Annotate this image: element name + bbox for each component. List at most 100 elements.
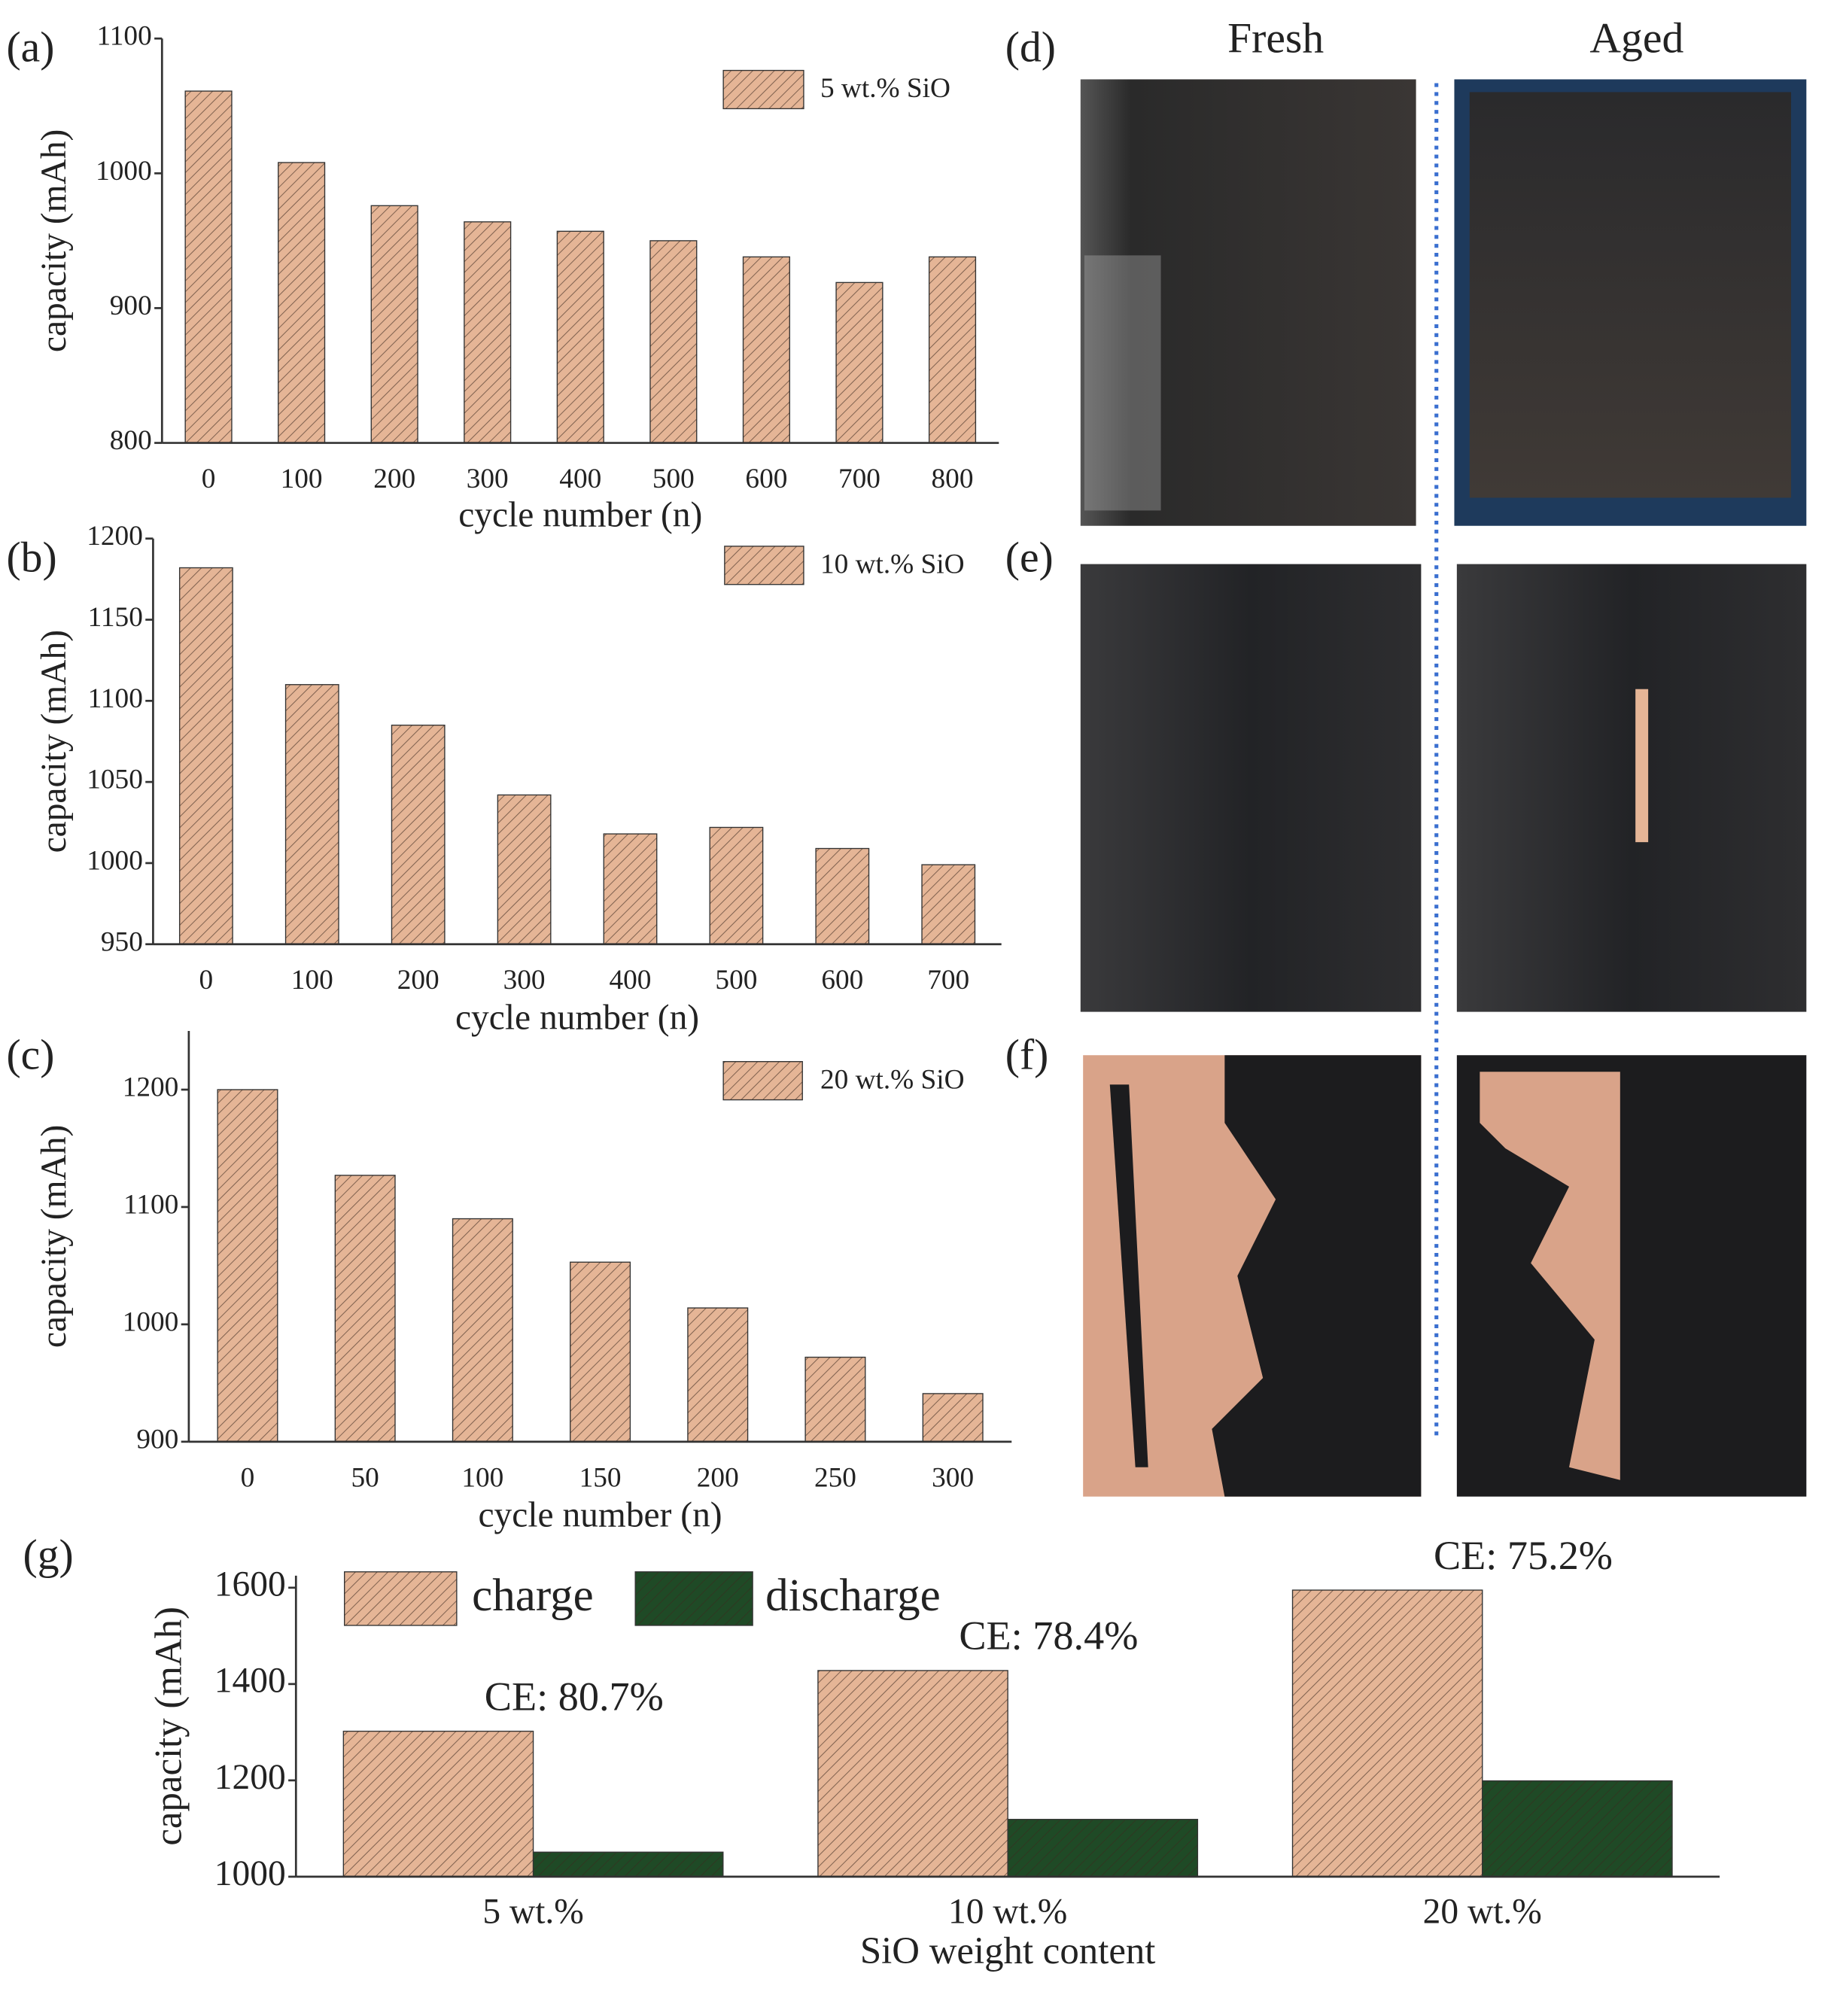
x-tick-label: 800: [932, 464, 974, 494]
x-tick-label: 100: [461, 1462, 503, 1493]
bar: [217, 1089, 278, 1443]
x-tick-label: 0: [202, 464, 216, 494]
y-axis-title: capacity (mAh): [148, 1607, 190, 1846]
annotation: CE: 78.4%: [959, 1613, 1138, 1659]
x-tick-label: 0: [199, 965, 214, 996]
x-tick-label: 600: [821, 965, 863, 996]
x-axis-title: SiO weight content: [860, 1929, 1156, 1972]
x-tick-label: 500: [652, 464, 695, 494]
y-axis-title: capacity (mAh): [35, 129, 74, 352]
column-title: Aged: [1589, 14, 1683, 62]
x-tick-label: 500: [715, 965, 757, 996]
legend-swatch: [722, 69, 804, 110]
bar: [556, 230, 604, 444]
x-axis-title: cycle number (n): [455, 998, 699, 1037]
bar: [815, 847, 870, 945]
y-tick-label: 1200: [87, 521, 143, 552]
panel-label: (f): [1005, 1032, 1049, 1079]
photo-e-fresh: [1080, 564, 1422, 1012]
y-tick-label: 900: [136, 1424, 178, 1455]
annotation: CE: 75.2%: [1434, 1533, 1613, 1578]
x-tick-label: 100: [291, 965, 333, 996]
y-tick-label: 800: [110, 425, 152, 456]
y-tick-label: 1000: [214, 1854, 286, 1893]
panel-label: (a): [6, 23, 54, 71]
x-tick-label: 700: [927, 965, 969, 996]
column-title: Fresh: [1227, 14, 1324, 62]
legend-swatch: [724, 546, 804, 585]
bar: [928, 256, 977, 444]
x-tick-label: 200: [697, 1462, 739, 1493]
y-tick-label: 1200: [123, 1072, 179, 1103]
photo-detail: [1635, 689, 1649, 843]
photo-detail: [1480, 1072, 1620, 1480]
bar: [742, 256, 790, 444]
y-tick-label: 1400: [214, 1662, 286, 1701]
photo-detail: [1469, 92, 1791, 498]
x-tick-label: 400: [610, 965, 652, 996]
panel-label: (b): [6, 534, 56, 581]
bar: [649, 240, 698, 444]
panel-label: (d): [1005, 23, 1056, 71]
bar: [835, 281, 884, 444]
bar: [464, 221, 512, 444]
x-tick-label: 100: [281, 464, 323, 494]
x-tick-label: 200: [397, 965, 439, 996]
x-tick-label: 300: [932, 1462, 974, 1493]
x-tick-label: 400: [559, 464, 601, 494]
annotation: CE: 80.7%: [485, 1674, 664, 1719]
bar: [334, 1175, 396, 1443]
photo-detail: [1084, 255, 1161, 511]
y-axis-title: capacity (mAh): [35, 1125, 74, 1348]
photo-d-fresh: [1080, 79, 1416, 526]
bar: [278, 162, 326, 444]
legend-label: 10 wt.% SiO: [820, 549, 965, 580]
bar: [370, 205, 418, 444]
y-tick-label: 950: [101, 926, 143, 957]
bar: [391, 724, 446, 945]
bar: [532, 1851, 724, 1878]
x-tick-label: 250: [814, 1462, 856, 1493]
legend-swatch: [722, 1061, 803, 1101]
legend-label: 20 wt.% SiO: [820, 1064, 965, 1095]
x-axis-title: cycle number (n): [479, 1495, 722, 1534]
x-axis-title: cycle number (n): [458, 495, 702, 534]
bar: [452, 1218, 513, 1443]
x-tick-label: 0: [241, 1462, 255, 1493]
legend-swatch: [634, 1571, 753, 1626]
x-tick-label: 150: [579, 1462, 622, 1493]
y-tick-label: 1050: [87, 765, 143, 795]
y-tick-label: 1150: [88, 602, 143, 633]
bar: [1291, 1589, 1483, 1878]
legend-label: 5 wt.% SiO: [820, 73, 950, 104]
x-tick-label: 300: [467, 464, 509, 494]
bar: [804, 1356, 866, 1443]
y-tick-label: 1000: [123, 1306, 179, 1337]
bar: [709, 826, 764, 945]
x-tick-label: 50: [351, 1462, 379, 1493]
y-tick-label: 1000: [87, 845, 143, 876]
bar: [687, 1307, 749, 1443]
bar: [1482, 1780, 1673, 1878]
bar: [921, 864, 976, 945]
y-tick-label: 1100: [88, 683, 143, 714]
y-tick-label: 1200: [214, 1758, 286, 1797]
legend-swatch: [344, 1571, 458, 1626]
legend-label: discharge: [765, 1571, 941, 1621]
y-axis-title: capacity (mAh): [35, 630, 74, 853]
bar: [603, 833, 658, 945]
panel-label: (g): [23, 1531, 74, 1579]
x-tick-label: 10 wt.%: [948, 1893, 1067, 1932]
x-tick-label: 200: [373, 464, 415, 494]
bar: [922, 1393, 984, 1443]
y-tick-label: 1100: [123, 1190, 178, 1221]
bar: [817, 1670, 1008, 1878]
bar: [342, 1730, 534, 1878]
y-tick-label: 1600: [214, 1565, 286, 1604]
x-tick-label: 600: [745, 464, 787, 494]
x-tick-label: 700: [838, 464, 880, 494]
bar: [497, 794, 552, 945]
photo-e-aged: [1456, 564, 1807, 1012]
